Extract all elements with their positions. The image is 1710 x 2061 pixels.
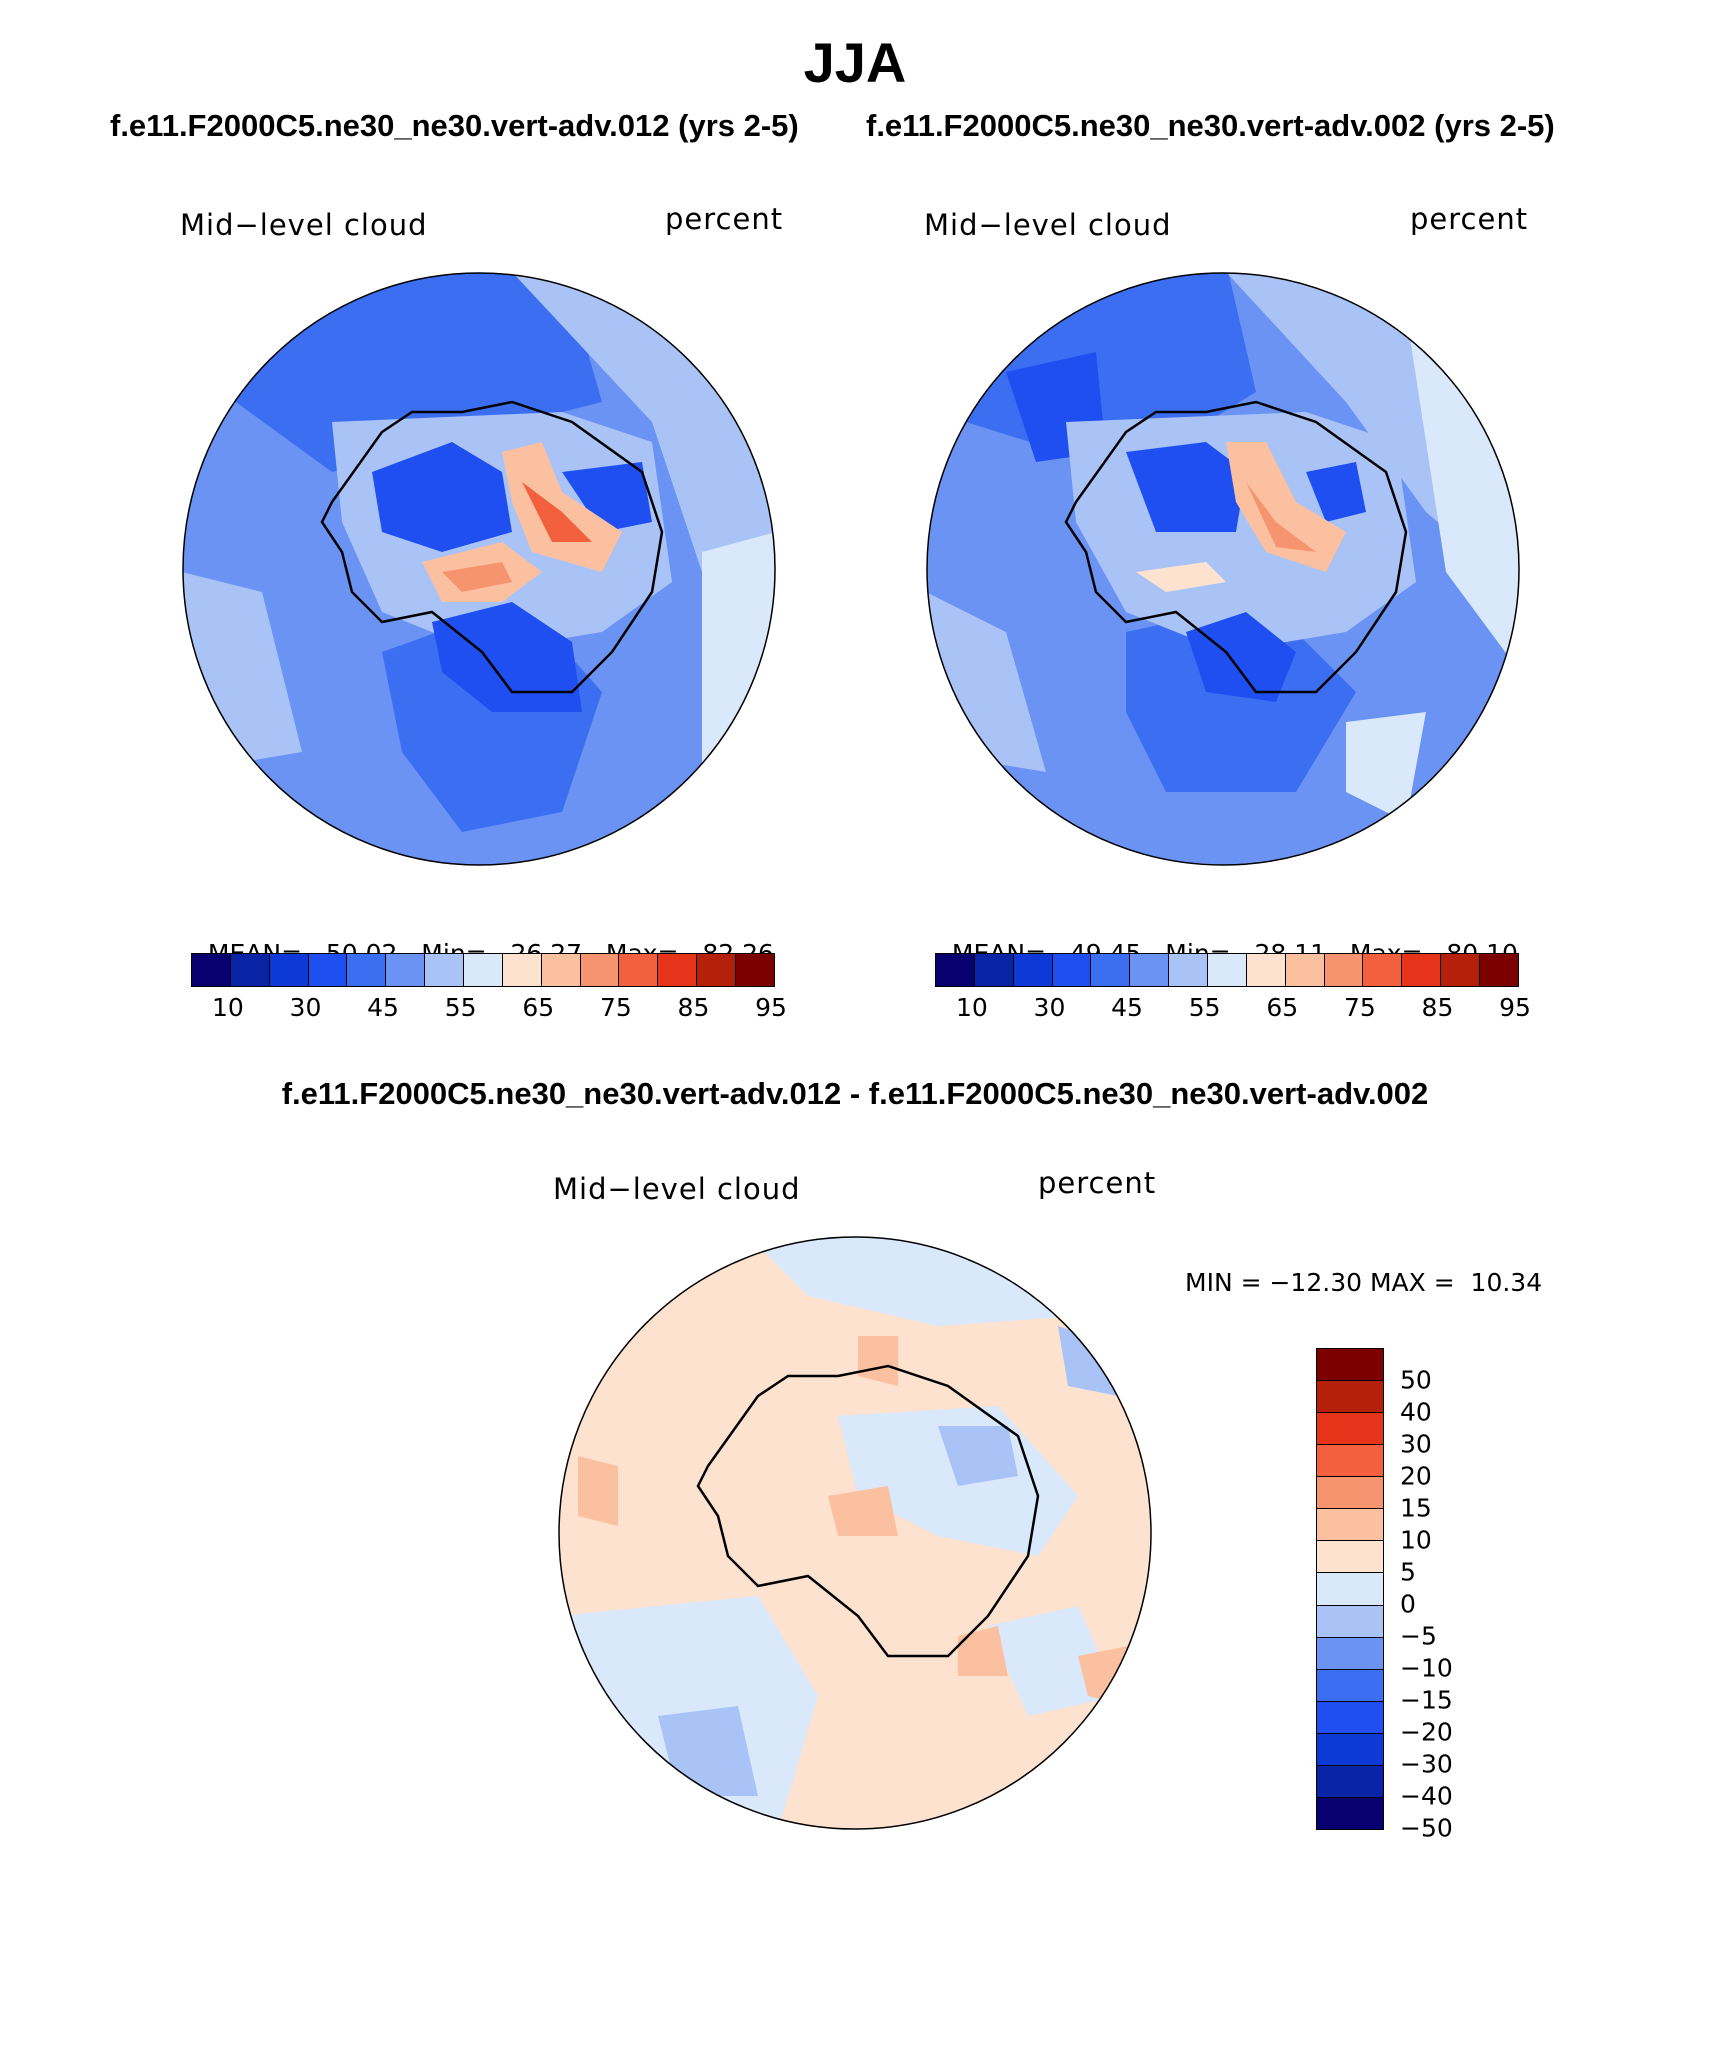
- left-colorbar-tick-label: 55: [444, 993, 477, 1022]
- left-units-label: percent: [665, 202, 784, 236]
- difference-colorbar-tick-label: −5: [1400, 1621, 1437, 1651]
- right-colorbar-swatch: [1246, 954, 1286, 986]
- difference-colorbar-tick-label: −30: [1400, 1749, 1453, 1779]
- left-colorbar-swatch: [269, 954, 309, 986]
- diff-variable-label: Mid−level cloud: [553, 1172, 801, 1206]
- left-colorbar-swatch: [347, 954, 387, 986]
- left-colorbar-tick-label: 65: [522, 993, 555, 1022]
- left-colorbar-labels: 10 30 45 55 65 75 85 95: [191, 993, 787, 1023]
- right-colorbar-swatch: [1324, 954, 1364, 986]
- difference-colorbar-swatch: [1317, 1445, 1383, 1478]
- difference-colorbar-swatch: [1317, 1797, 1383, 1829]
- difference-colorbar-tick-label: 10: [1400, 1525, 1432, 1555]
- left-colorbar-tick-label: 75: [599, 993, 632, 1022]
- difference-colorbar-tick-label: −15: [1400, 1685, 1453, 1715]
- right-colorbar-swatch: [1441, 954, 1481, 986]
- right-colorbar-swatch: [974, 954, 1014, 986]
- left-colorbar-swatch: [541, 954, 581, 986]
- difference-colorbar-tick-label: −50: [1400, 1813, 1453, 1843]
- diff-units-label: percent: [1038, 1166, 1157, 1200]
- right-colorbar: [935, 953, 1519, 987]
- difference-colorbar-swatch: [1317, 1509, 1383, 1542]
- right-colorbar-tick-label: 55: [1188, 993, 1221, 1022]
- left-colorbar-tick-label: 95: [755, 993, 787, 1022]
- left-polar-map: [182, 272, 776, 866]
- difference-colorbar-swatch: [1317, 1541, 1383, 1574]
- left-colorbar-tick-label: 45: [367, 993, 399, 1022]
- difference-colorbar-swatch: [1317, 1477, 1383, 1510]
- difference-colorbar-tick-label: −10: [1400, 1653, 1453, 1683]
- right-units-label: percent: [1410, 202, 1529, 236]
- right-colorbar-swatch: [1363, 954, 1403, 986]
- left-colorbar-swatch: [736, 954, 774, 986]
- difference-colorbar-tick-label: −20: [1400, 1717, 1453, 1747]
- difference-colorbar-swatch: [1317, 1701, 1383, 1734]
- left-colorbar-swatch: [230, 954, 270, 986]
- figure-title: JJA: [803, 31, 907, 94]
- right-variable-label: Mid−level cloud: [924, 208, 1172, 242]
- right-colorbar-swatch: [1285, 954, 1325, 986]
- difference-colorbar-tick-label: 15: [1400, 1493, 1432, 1523]
- difference-colorbar-swatch: [1317, 1413, 1383, 1446]
- left-colorbar-swatch: [425, 954, 465, 986]
- right-colorbar-tick-label: 30: [1033, 993, 1066, 1022]
- right-colorbar-swatch: [1013, 954, 1053, 986]
- right-colorbar-swatch: [1052, 954, 1092, 986]
- difference-colorbar-tick-label: −40: [1400, 1781, 1453, 1811]
- right-colorbar-tick-label: 45: [1111, 993, 1143, 1022]
- left-colorbar-swatch: [502, 954, 542, 986]
- difference-colorbar-labels: 50 40 30 20 15 10 5 0 −5 −10 −15 −20 −30 −40 −50: [1400, 1348, 1480, 1843]
- difference-colorbar-swatch: [1317, 1605, 1383, 1638]
- left-colorbar-swatch: [697, 954, 737, 986]
- left-colorbar-tick-label: 85: [677, 993, 710, 1022]
- right-colorbar-tick-label: 10: [955, 993, 988, 1022]
- difference-colorbar-swatch: [1317, 1349, 1383, 1382]
- difference-polar-map: [558, 1236, 1152, 1830]
- left-colorbar-swatch: [192, 954, 231, 986]
- right-colorbar-swatch: [1402, 954, 1442, 986]
- difference-colorbar-swatch: [1317, 1733, 1383, 1766]
- difference-title: f.e11.F2000C5.ne30_ne30.vert-adv.012 - f…: [281, 1076, 1429, 1111]
- difference-colorbar-tick-label: 0: [1400, 1589, 1416, 1619]
- right-colorbar-tick-label: 75: [1343, 993, 1376, 1022]
- difference-colorbar-swatch: [1317, 1669, 1383, 1702]
- left-colorbar-tick-label: 30: [289, 993, 322, 1022]
- left-colorbar: [191, 953, 775, 987]
- difference-colorbar-tick-label: 30: [1400, 1429, 1432, 1459]
- left-colorbar-swatch: [658, 954, 698, 986]
- right-colorbar-tick-label: 65: [1266, 993, 1299, 1022]
- left-colorbar-tick-label: 10: [211, 993, 244, 1022]
- right-panel-subtitle: f.e11.F2000C5.ne30_ne30.vert-adv.002 (yr…: [866, 108, 1555, 143]
- right-colorbar-swatch: [1091, 954, 1131, 986]
- right-colorbar-tick-label: 95: [1499, 993, 1531, 1022]
- right-colorbar-swatch: [1480, 954, 1518, 986]
- right-colorbar-labels: 10 30 45 55 65 75 85 95: [935, 993, 1531, 1023]
- difference-colorbar-swatch: [1317, 1765, 1383, 1798]
- difference-colorbar-tick-label: 50: [1400, 1365, 1432, 1395]
- left-colorbar-swatch: [580, 954, 620, 986]
- right-colorbar-swatch: [1208, 954, 1247, 986]
- difference-colorbar-swatch: [1317, 1573, 1383, 1606]
- left-colorbar-swatch: [619, 954, 659, 986]
- left-variable-label: Mid−level cloud: [180, 208, 428, 242]
- left-panel-subtitle: f.e11.F2000C5.ne30_ne30.vert-adv.012 (yr…: [110, 108, 799, 143]
- difference-colorbar-tick-label: 5: [1400, 1557, 1416, 1587]
- difference-colorbar-swatch: [1317, 1381, 1383, 1414]
- right-colorbar-tick-label: 85: [1421, 993, 1454, 1022]
- diff-minmax: MIN = −12.30 MAX = 10.34: [1185, 1268, 1543, 1297]
- difference-colorbar-tick-label: 40: [1400, 1397, 1432, 1427]
- right-colorbar-swatch: [1130, 954, 1170, 986]
- difference-colorbar-tick-label: 20: [1400, 1461, 1432, 1491]
- difference-colorbar-swatch: [1317, 1637, 1383, 1670]
- difference-colorbar: [1316, 1348, 1384, 1830]
- left-colorbar-swatch: [308, 954, 348, 986]
- right-polar-map: [926, 272, 1520, 866]
- left-colorbar-swatch: [464, 954, 503, 986]
- right-colorbar-swatch: [1169, 954, 1209, 986]
- right-colorbar-swatch: [936, 954, 975, 986]
- left-colorbar-swatch: [386, 954, 426, 986]
